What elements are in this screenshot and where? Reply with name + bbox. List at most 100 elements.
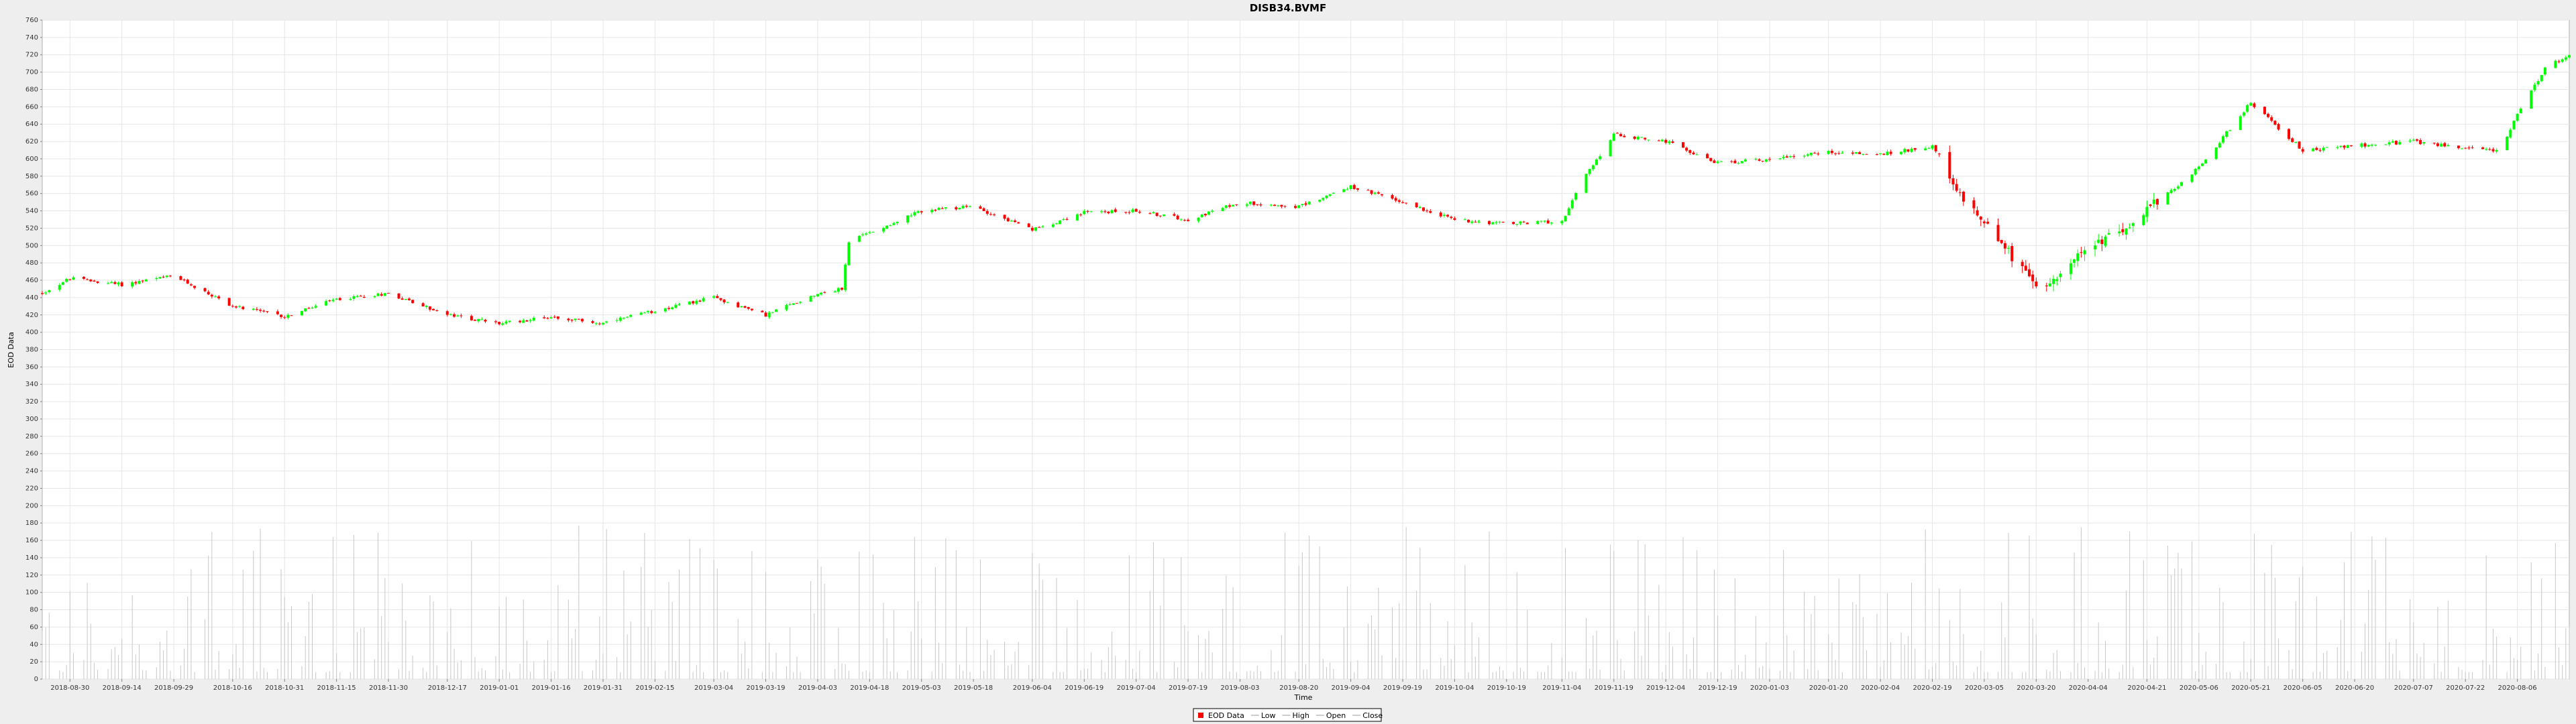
- candle-body: [2467, 147, 2471, 149]
- candle-body: [857, 235, 861, 242]
- candle-body: [2291, 138, 2294, 142]
- candle-body: [937, 207, 941, 210]
- candle-body: [1224, 205, 1228, 208]
- candle-body: [1487, 221, 1491, 225]
- candle-body: [2176, 186, 2180, 189]
- candle-body: [916, 211, 920, 213]
- candle-body: [383, 293, 386, 296]
- y-tick-label: 200: [25, 502, 38, 509]
- candle-body: [2447, 145, 2450, 147]
- candle-body: [979, 206, 982, 209]
- candle-body: [2461, 148, 2464, 149]
- candle-body: [2142, 215, 2145, 225]
- candle-body: [1809, 152, 1813, 156]
- candle-body: [1179, 219, 1183, 221]
- candle-body: [1003, 215, 1006, 219]
- candle-body: [373, 296, 376, 298]
- candle-body: [688, 301, 691, 305]
- candle-body: [553, 316, 556, 318]
- x-tick-label: 2019-06-04: [1013, 684, 1052, 692]
- candle-body: [2169, 190, 2173, 193]
- candle-body: [1415, 202, 1418, 208]
- candle-body: [1006, 218, 1010, 222]
- legend-label: Open: [1326, 711, 1346, 720]
- candle-body: [1948, 152, 1951, 179]
- candle-body: [1134, 208, 1138, 212]
- candle-body: [1685, 147, 1688, 151]
- candle-body: [1322, 198, 1325, 200]
- x-tick-label: 2018-12-17: [428, 684, 467, 692]
- candle-body: [1688, 149, 1692, 154]
- candle-body: [1356, 188, 1359, 190]
- candle-body: [1442, 215, 1446, 216]
- x-tick-label: 2020-07-22: [2446, 684, 2485, 692]
- candle-body: [823, 292, 826, 293]
- legend-label: Close: [1362, 711, 1383, 720]
- candle-body: [1318, 200, 1322, 202]
- candle-body: [162, 276, 165, 278]
- candle-body: [2394, 141, 2398, 145]
- candle-body: [1910, 148, 1913, 152]
- candle-body: [2360, 143, 2363, 147]
- candle-body: [1934, 145, 1937, 152]
- y-tick-label: 460: [25, 277, 38, 284]
- candle-body: [331, 300, 335, 302]
- candle-body: [747, 307, 750, 309]
- candle-body: [2107, 233, 2110, 235]
- y-tick-label: 420: [25, 312, 38, 319]
- x-tick-label: 2019-11-19: [1595, 684, 1633, 692]
- candle-body: [1982, 221, 1986, 224]
- y-tick-label: 700: [25, 69, 38, 76]
- candle-body: [2391, 141, 2394, 143]
- candle-body: [1764, 159, 1768, 162]
- candle-body: [647, 310, 650, 312]
- y-tick-label: 20: [30, 658, 38, 666]
- candle-body: [1903, 149, 1907, 153]
- candle-body: [1187, 219, 1190, 221]
- candle-body: [2221, 136, 2224, 143]
- candle-body: [1294, 206, 1297, 208]
- candle-body: [1740, 161, 1743, 164]
- y-tick-label: 100: [25, 589, 38, 597]
- candle-body: [2035, 281, 2038, 287]
- candle-body: [556, 316, 559, 319]
- candle-body: [1235, 204, 1238, 206]
- candle-body: [678, 304, 681, 306]
- candle-body: [1713, 160, 1716, 164]
- candle-body: [266, 311, 269, 312]
- x-tick-label: 2019-09-19: [1383, 684, 1422, 692]
- candle-body: [2506, 136, 2509, 151]
- candle-body: [2322, 147, 2325, 151]
- candle-body: [1560, 221, 1564, 224]
- candle-body: [1332, 192, 1335, 194]
- candle-body: [2007, 247, 2010, 249]
- candle-body: [841, 288, 844, 290]
- candle-body: [1307, 201, 1311, 204]
- candle-body: [1377, 192, 1380, 194]
- volume-bars: [42, 526, 2570, 679]
- candle-body: [591, 321, 594, 323]
- candle-body: [2194, 168, 2197, 175]
- candle-body: [2000, 239, 2003, 243]
- candle-body: [2367, 145, 2370, 147]
- candle-body: [795, 302, 798, 304]
- candle-body: [1381, 194, 1384, 196]
- candle-body: [1519, 221, 1522, 224]
- y-tick-label: 620: [25, 138, 38, 145]
- candle-body: [1373, 192, 1377, 194]
- candle-body: [1259, 204, 1263, 206]
- candle-body: [1030, 227, 1034, 231]
- candle-body: [1027, 223, 1030, 227]
- candle-body: [2336, 147, 2339, 148]
- candle-body: [1200, 214, 1203, 217]
- candle-body: [1585, 174, 1588, 193]
- candle-body: [2094, 245, 2097, 250]
- candle-body: [435, 310, 439, 311]
- candle-body: [910, 215, 913, 217]
- candle-body: [2204, 160, 2208, 164]
- candle-body: [2069, 263, 2072, 274]
- candle-body: [1248, 201, 1252, 204]
- candle-body: [1512, 222, 1515, 225]
- candle-body: [407, 298, 411, 300]
